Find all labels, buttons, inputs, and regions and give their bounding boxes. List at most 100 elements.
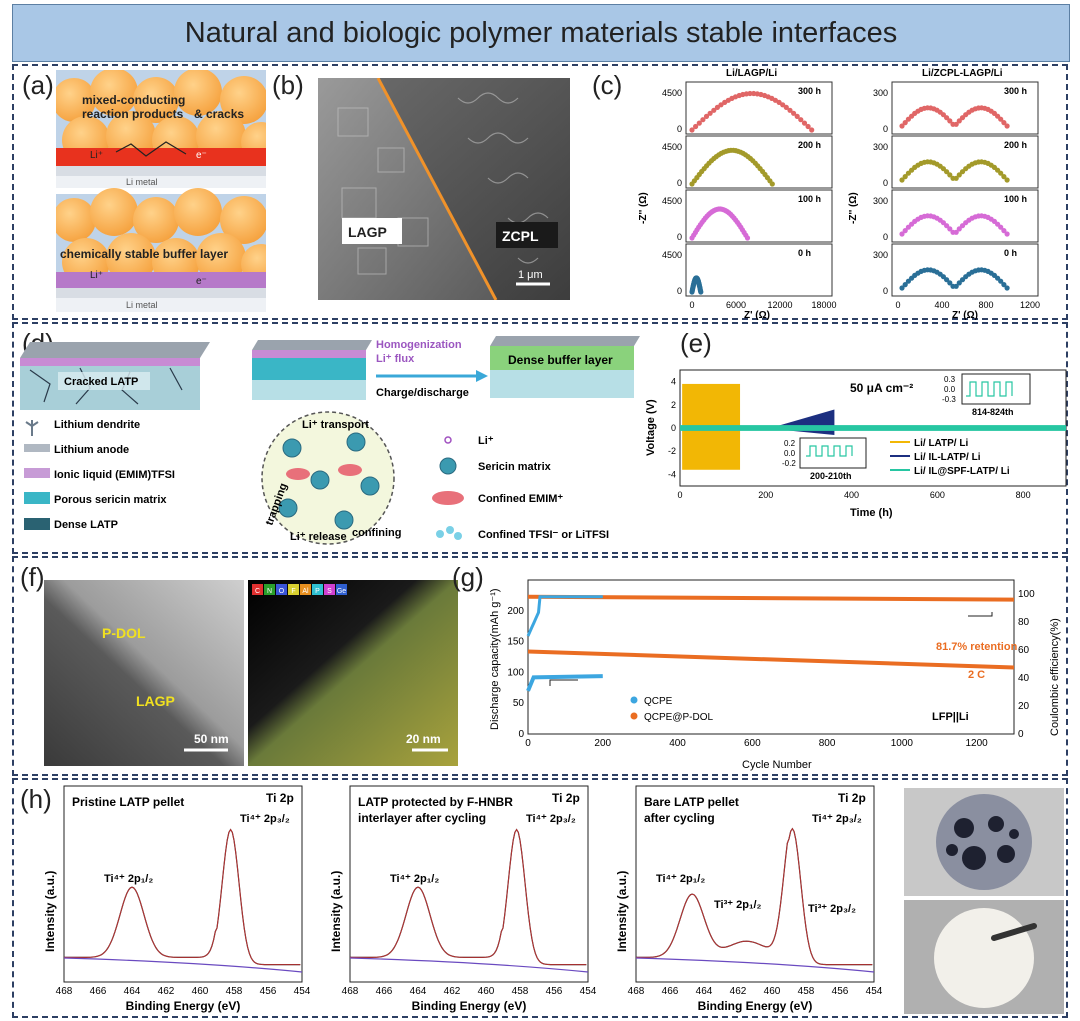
panel-g-ytick-right: 60 [1018, 645, 1030, 656]
panel-e-inset1-range: 200-210th [810, 471, 852, 481]
panel-d-li-transport: Li⁺ transport [302, 419, 369, 431]
panel-g-ytick-left: 150 [507, 637, 524, 648]
panel-c-subplot [891, 189, 1039, 243]
panel-e-ytick: -2 [668, 446, 676, 456]
panel-h-xtick: 466 [90, 986, 107, 997]
panel-c-xtick: 800 [978, 300, 993, 310]
panel-g-rate: 2 C [968, 669, 985, 681]
panel-c-time-label: 0 h [1004, 248, 1017, 258]
panel-c-eis-point [953, 283, 959, 289]
panel-d-confining: confining [352, 527, 402, 539]
panel-c-eis-point [953, 229, 959, 235]
panel-h-xlabel: Binding Energy (eV) [126, 999, 241, 1013]
panel-d-legend2-2: Confined EMIM⁺ [478, 493, 563, 505]
panel-e-legend-0: Li/ LATP/ Li [914, 438, 968, 449]
panel-h-xtick: 456 [546, 986, 563, 997]
panel-c-eis-point [703, 113, 710, 119]
panel-c-eis-point [798, 117, 804, 123]
panel-c-left-title: Li/LAGP/Li [726, 68, 777, 79]
panel-g-ytick-right: 80 [1018, 617, 1030, 628]
panel-c-subplot [891, 81, 1039, 135]
panel-c-ytick: 0 [883, 178, 888, 188]
panel-b-zcpl-label: ZCPL [502, 228, 539, 244]
panel-c-xtick: 1200 [1020, 300, 1040, 310]
panel-c-eis-point [899, 123, 905, 129]
panel-h-xlabel: Binding Energy (eV) [412, 999, 527, 1013]
panel-c-eis-point [902, 228, 908, 234]
panel-h-ylabel: Intensity (a.u.) [43, 871, 57, 952]
panel-h-ylabel: Intensity (a.u.) [615, 871, 629, 952]
panel-f-element-swatch [300, 584, 311, 595]
panel-c-eis-point [947, 172, 953, 178]
panel-h-xtick: 456 [260, 986, 277, 997]
panel-e-ytick: 0 [671, 423, 676, 433]
panel-h-ti4-12: Ti⁴⁺ 2p₁/₂ [104, 873, 153, 885]
panel-h-spectrum-fit [636, 827, 873, 966]
panel-h-xtick: 462 [158, 986, 175, 997]
panel-h-xtick: 458 [512, 986, 529, 997]
panel-a-electron-top: e⁻ [196, 150, 207, 161]
panel-h-ti2p: Ti 2p [266, 791, 294, 805]
panel-g-cell: LFP||Li [932, 711, 969, 723]
panel-g-ytick-right: 0 [1018, 729, 1024, 740]
panel-e-inset2-ytick-1: 0.0 [944, 385, 956, 394]
panel-c-ytick: 300 [873, 88, 888, 98]
panel-f-element-label: Ge [337, 588, 346, 595]
panel-h-xps-spectra: Pristine LATP pellet Ti 2p Ti⁴⁺ 2p₃/₂ Ti⁴⁺ … [43, 785, 883, 1013]
panel-d-legend: Lithium dendrite Lithium anode Ionic liq… [24, 419, 175, 531]
panel-c-eis-point [998, 170, 1004, 176]
panel-h-ylabel: Intensity (a.u.) [329, 871, 343, 952]
panel-f-element-label: P [315, 588, 320, 595]
panel-f-element-label: O [279, 588, 285, 595]
panel-h-xtick: 458 [226, 986, 243, 997]
panel-c-eis-point [805, 123, 811, 130]
panel-c-eis-point [698, 289, 704, 295]
panel-c-eis-point [899, 177, 905, 183]
panel-e-inset1-ytick-0: 0.2 [784, 439, 796, 448]
panel-c-eis-point [947, 226, 953, 232]
panel-h-pellet-photos [904, 788, 1064, 1014]
panel-c-xtick: 6000 [726, 300, 746, 310]
panel-c-eis-point [956, 226, 962, 232]
panel-e-xtick: 0 [677, 490, 682, 500]
panel-h-ti4-32: Ti⁴⁺ 2p₃/₂ [812, 813, 862, 825]
panel-e-current: 50 μA cm⁻² [850, 381, 913, 395]
panel-e-inset2-ytick-2: -0.3 [942, 395, 956, 404]
panel-c-subplot [891, 135, 1039, 189]
panel-c-eis-point [944, 169, 950, 175]
panel-c-ytick: 0 [677, 232, 682, 242]
panel-c-eis-point [714, 104, 720, 110]
panel-h-subplot-title: interlayer after cycling [358, 811, 486, 825]
panel-a-text-reaction: reaction products [82, 107, 184, 121]
panel-e-ytick: 4 [671, 377, 676, 387]
panel-d-homog2: Li⁺ flux [376, 353, 415, 365]
panel-c-eis-point [718, 102, 724, 108]
panel-h-xtick: 466 [662, 986, 679, 997]
panel-h-xtick: 462 [444, 986, 461, 997]
panel-c-ytick: 0 [677, 124, 682, 134]
panel-c-ytick: 0 [883, 232, 888, 242]
panel-c-eis-point [700, 117, 706, 123]
panel-h-baseline [635, 957, 875, 973]
panel-f-element-label: N [267, 588, 272, 595]
panel-f-element-swatch [336, 584, 347, 595]
panel-g-ytick-right: 100 [1018, 589, 1035, 600]
panel-c-left-ylabel: -Z'' (Ω) [638, 192, 649, 224]
panel-c-left-xlabel: Z' (Ω) [744, 310, 770, 320]
panel-g-ylabel-left: Discharge capacity(mAh g⁻¹) [489, 588, 501, 730]
panel-h-xtick: 468 [628, 986, 645, 997]
panel-e-ytick: 2 [671, 400, 676, 410]
panel-e-legend-2: Li/ IL@SPF-LATP/ Li [914, 466, 1010, 477]
panel-h-baseline [349, 957, 589, 973]
panel-c-eis-point [956, 118, 962, 124]
panel-e-label: (e) [680, 328, 712, 358]
panel-c-eis-point [998, 116, 1004, 122]
panel-c-subplot [891, 243, 1039, 297]
panel-c-eis-point [747, 90, 753, 97]
panel-g-xtick: 600 [744, 738, 761, 749]
panel-d-release: Li⁺ release [290, 531, 347, 543]
panel-h-ti4-12: Ti⁴⁺ 2p₁/₂ [390, 873, 439, 885]
panel-f-lagp-label: LAGP [136, 693, 175, 709]
panel-g-legend-0: QCPE [644, 696, 673, 707]
panel-h-xlabel: Binding Energy (eV) [698, 999, 813, 1013]
